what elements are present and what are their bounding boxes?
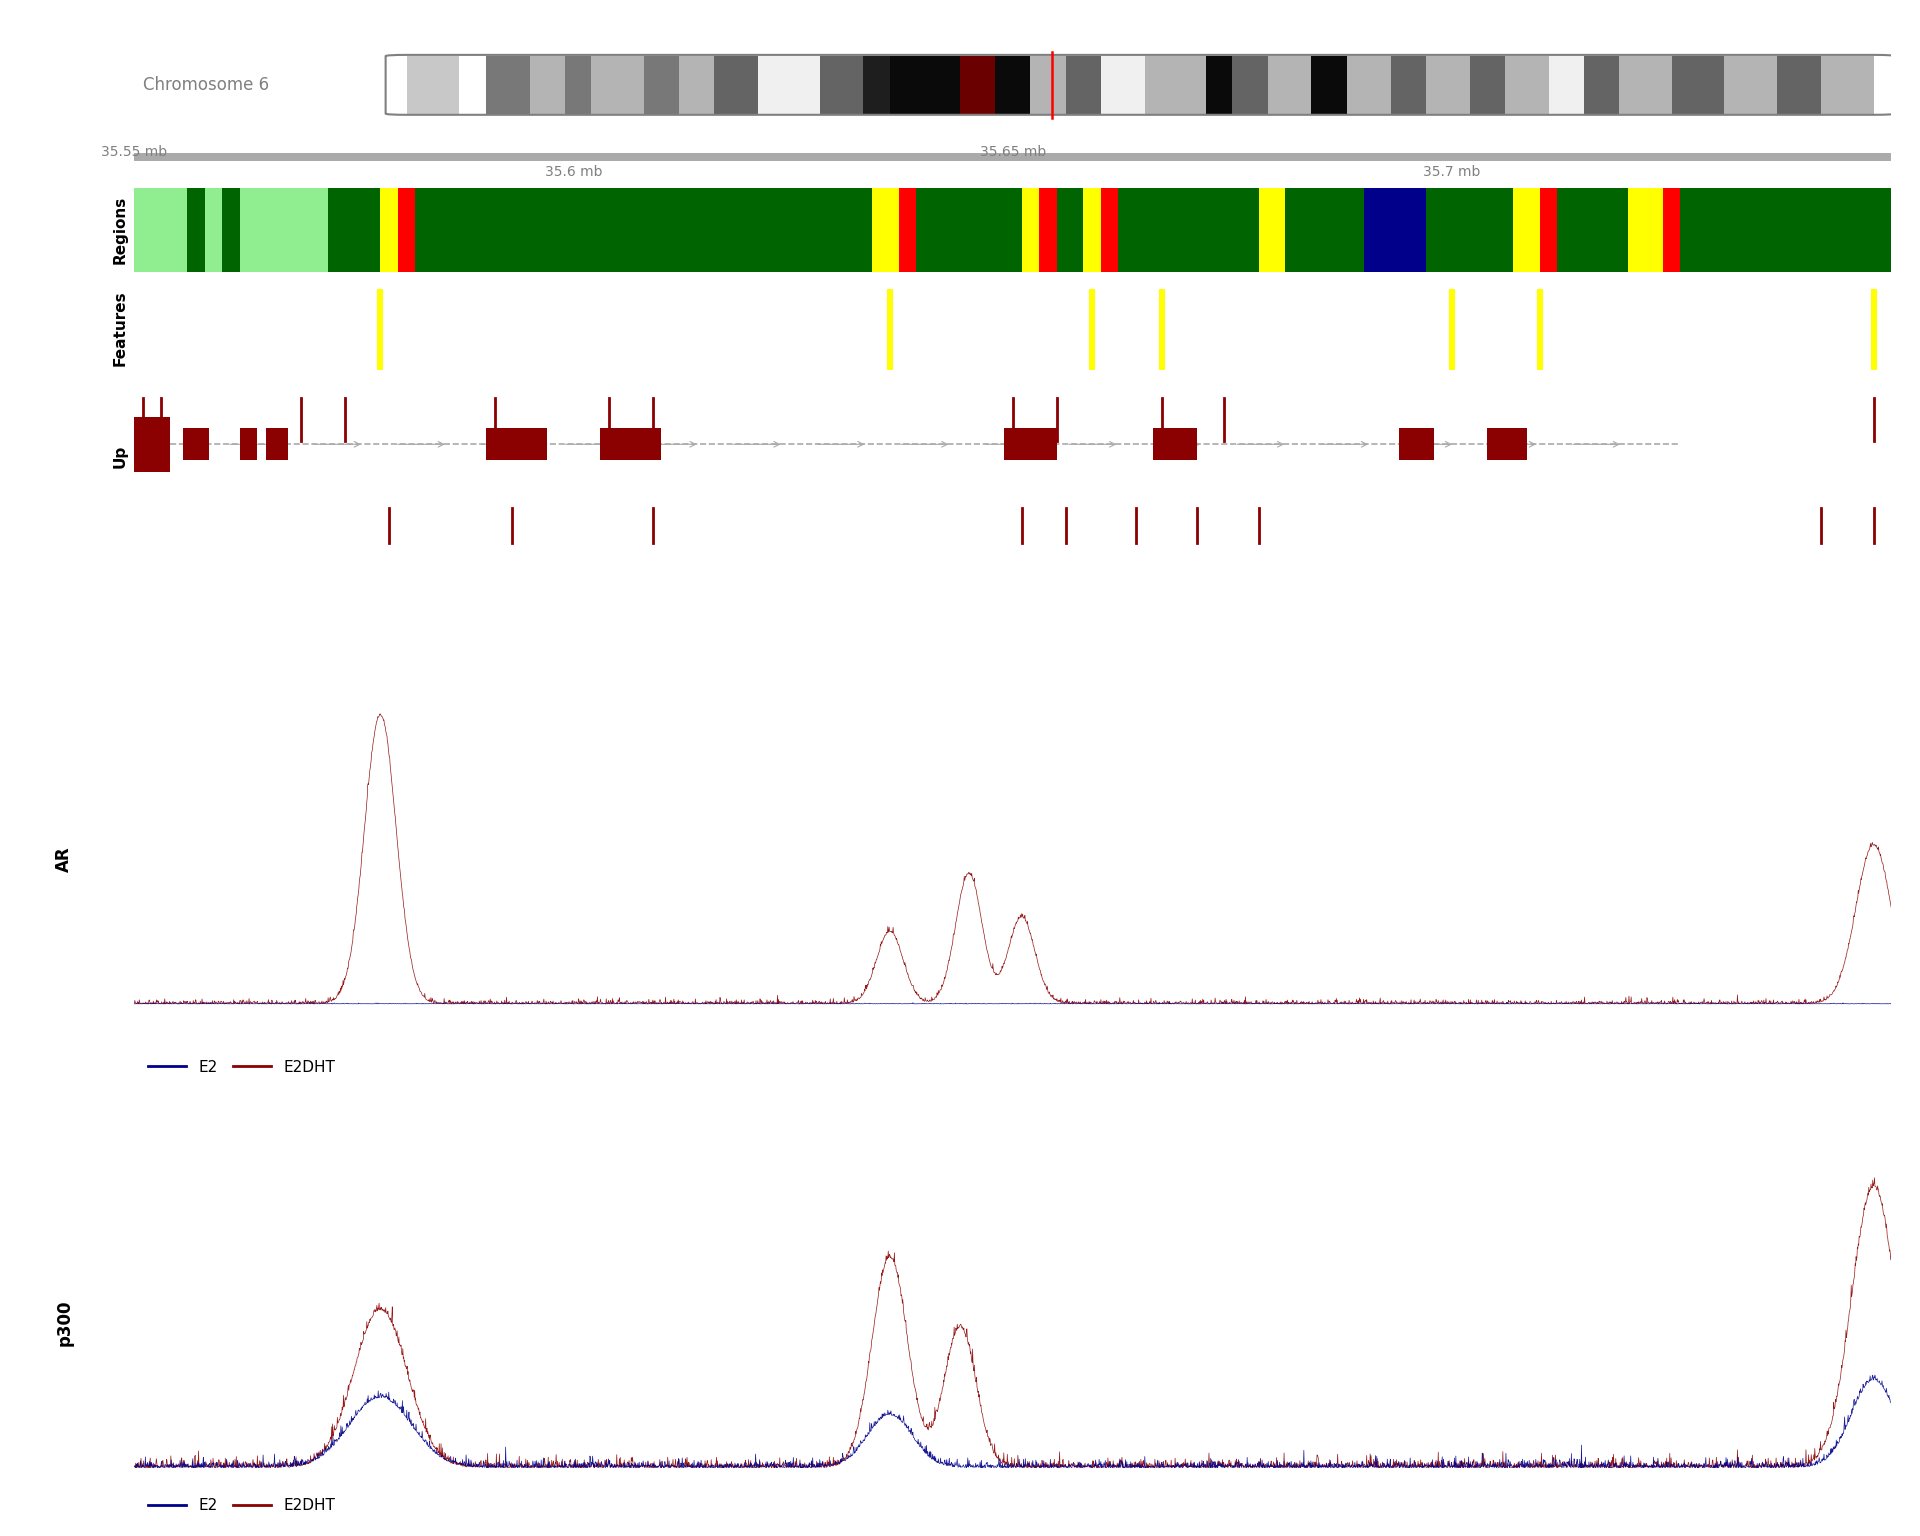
Bar [486, 429, 547, 461]
Bar [1233, 57, 1267, 114]
Text: Up: Up [113, 444, 127, 467]
Bar [899, 187, 916, 272]
Bar [599, 429, 662, 461]
Bar [1100, 57, 1144, 114]
Bar [1488, 429, 1526, 461]
Bar [530, 57, 564, 114]
Text: AR: AR [56, 846, 73, 872]
Bar [1680, 187, 1891, 272]
Bar [1066, 57, 1100, 114]
Bar [397, 187, 415, 272]
Bar [680, 57, 714, 114]
Bar [1427, 187, 1513, 272]
Bar [837, 187, 872, 272]
Bar [887, 289, 893, 370]
Text: p300: p300 [56, 1299, 73, 1346]
Bar [1031, 57, 1066, 114]
Bar [889, 57, 960, 114]
Bar [916, 187, 995, 272]
Bar [1540, 187, 1557, 272]
Bar [346, 187, 380, 272]
Legend: E2, E2DHT: E2, E2DHT [142, 1491, 342, 1519]
Bar [1450, 289, 1455, 370]
Bar [1820, 57, 1874, 114]
Bar [186, 187, 205, 272]
Bar [1870, 289, 1876, 370]
Bar [960, 57, 995, 114]
Bar [995, 57, 1031, 114]
Bar [407, 57, 459, 114]
Bar [1346, 57, 1390, 114]
Bar [459, 57, 486, 114]
Bar [1724, 57, 1778, 114]
Bar [328, 187, 346, 272]
Bar [714, 57, 758, 114]
Bar [1004, 429, 1056, 461]
Bar [1390, 57, 1427, 114]
Bar [1056, 187, 1083, 272]
Bar [486, 57, 530, 114]
Text: Features: Features [113, 290, 127, 366]
Text: 35.6 mb: 35.6 mb [545, 164, 603, 180]
Bar [1267, 57, 1311, 114]
Bar [1536, 289, 1544, 370]
Text: 35.55 mb: 35.55 mb [102, 144, 167, 158]
Bar [1663, 187, 1680, 272]
Bar [1083, 187, 1100, 272]
Bar [1557, 187, 1628, 272]
Bar [1160, 289, 1165, 370]
Bar [564, 57, 591, 114]
Bar [380, 187, 397, 272]
Legend: E2, E2DHT: E2, E2DHT [142, 1054, 342, 1081]
Bar [1206, 57, 1233, 114]
Text: 35.65 mb: 35.65 mb [979, 144, 1046, 158]
Bar [1505, 57, 1549, 114]
Bar [1469, 57, 1505, 114]
Bar [864, 57, 889, 114]
Bar [820, 57, 864, 114]
Bar [134, 154, 1891, 161]
Text: Regions: Regions [113, 195, 127, 264]
Bar [1154, 429, 1198, 461]
Bar [1400, 429, 1434, 461]
Bar [1513, 187, 1540, 272]
Bar [240, 187, 328, 272]
Bar [1260, 187, 1284, 272]
Bar [1021, 187, 1039, 272]
Bar [1778, 57, 1820, 114]
Bar [1672, 57, 1724, 114]
Bar [223, 187, 240, 272]
Bar [1117, 187, 1260, 272]
Bar [643, 57, 680, 114]
Bar [134, 416, 169, 472]
Bar [267, 429, 288, 461]
Bar [205, 187, 223, 272]
Text: Chromosome 6: Chromosome 6 [144, 75, 269, 94]
Bar [1284, 187, 1363, 272]
Bar [591, 57, 643, 114]
Bar [134, 187, 186, 272]
Bar [1628, 187, 1663, 272]
Bar [415, 187, 837, 272]
Bar [1365, 187, 1427, 272]
Bar [376, 289, 384, 370]
Bar [1144, 57, 1206, 114]
Bar [1311, 57, 1346, 114]
Bar [240, 429, 257, 461]
Bar [1549, 57, 1584, 114]
Text: 35.7 mb: 35.7 mb [1423, 164, 1480, 180]
Bar [1584, 57, 1619, 114]
Bar [1100, 187, 1117, 272]
Bar [1089, 289, 1094, 370]
Bar [995, 187, 1021, 272]
Bar [872, 187, 899, 272]
Bar [182, 429, 209, 461]
Bar [1427, 57, 1469, 114]
Bar [758, 57, 820, 114]
Bar [1039, 187, 1056, 272]
Bar [1619, 57, 1672, 114]
